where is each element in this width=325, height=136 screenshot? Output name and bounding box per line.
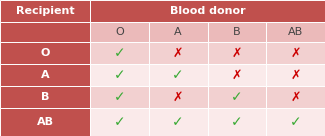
Text: ✗: ✗ <box>173 90 183 103</box>
Bar <box>266 64 325 86</box>
Text: ✓: ✓ <box>172 68 184 82</box>
Bar <box>149 108 207 136</box>
Text: AB: AB <box>36 117 54 127</box>
Text: ✗: ✗ <box>290 47 301 60</box>
Text: ✓: ✓ <box>113 46 125 60</box>
Text: ✓: ✓ <box>113 68 125 82</box>
Bar <box>90 64 149 86</box>
Text: ✗: ✗ <box>232 47 242 60</box>
Bar <box>90 22 149 42</box>
Text: A: A <box>41 70 49 80</box>
Text: ✓: ✓ <box>113 90 125 104</box>
Bar <box>266 22 325 42</box>
Bar <box>266 42 325 64</box>
Bar <box>207 42 266 64</box>
Bar <box>90 0 325 22</box>
Bar <box>207 86 266 108</box>
Bar <box>90 108 149 136</box>
Text: ✓: ✓ <box>231 90 243 104</box>
Bar <box>0 108 90 136</box>
Bar <box>149 64 207 86</box>
Bar <box>207 108 266 136</box>
Bar <box>149 22 207 42</box>
Bar <box>90 42 149 64</box>
Text: ✓: ✓ <box>172 115 184 129</box>
Text: Recipient: Recipient <box>16 6 74 16</box>
Text: ✓: ✓ <box>113 115 125 129</box>
Text: B: B <box>41 92 49 102</box>
Bar <box>0 22 90 42</box>
Bar <box>0 86 90 108</box>
Text: ✓: ✓ <box>231 115 243 129</box>
Text: ✗: ✗ <box>290 90 301 103</box>
Bar <box>0 64 90 86</box>
Text: O: O <box>115 27 124 37</box>
Text: ✗: ✗ <box>290 69 301 81</box>
Bar <box>149 86 207 108</box>
Text: ✗: ✗ <box>173 47 183 60</box>
Text: ✓: ✓ <box>290 115 302 129</box>
Text: B: B <box>233 27 241 37</box>
Bar <box>0 0 90 22</box>
Bar <box>149 42 207 64</box>
Text: A: A <box>174 27 182 37</box>
Bar <box>266 108 325 136</box>
Bar <box>207 64 266 86</box>
Bar <box>90 86 149 108</box>
Text: Blood donor: Blood donor <box>170 6 245 16</box>
Bar <box>266 86 325 108</box>
Bar <box>207 22 266 42</box>
Text: O: O <box>40 48 50 58</box>
Text: AB: AB <box>288 27 303 37</box>
Bar <box>0 42 90 64</box>
Text: ✗: ✗ <box>232 69 242 81</box>
